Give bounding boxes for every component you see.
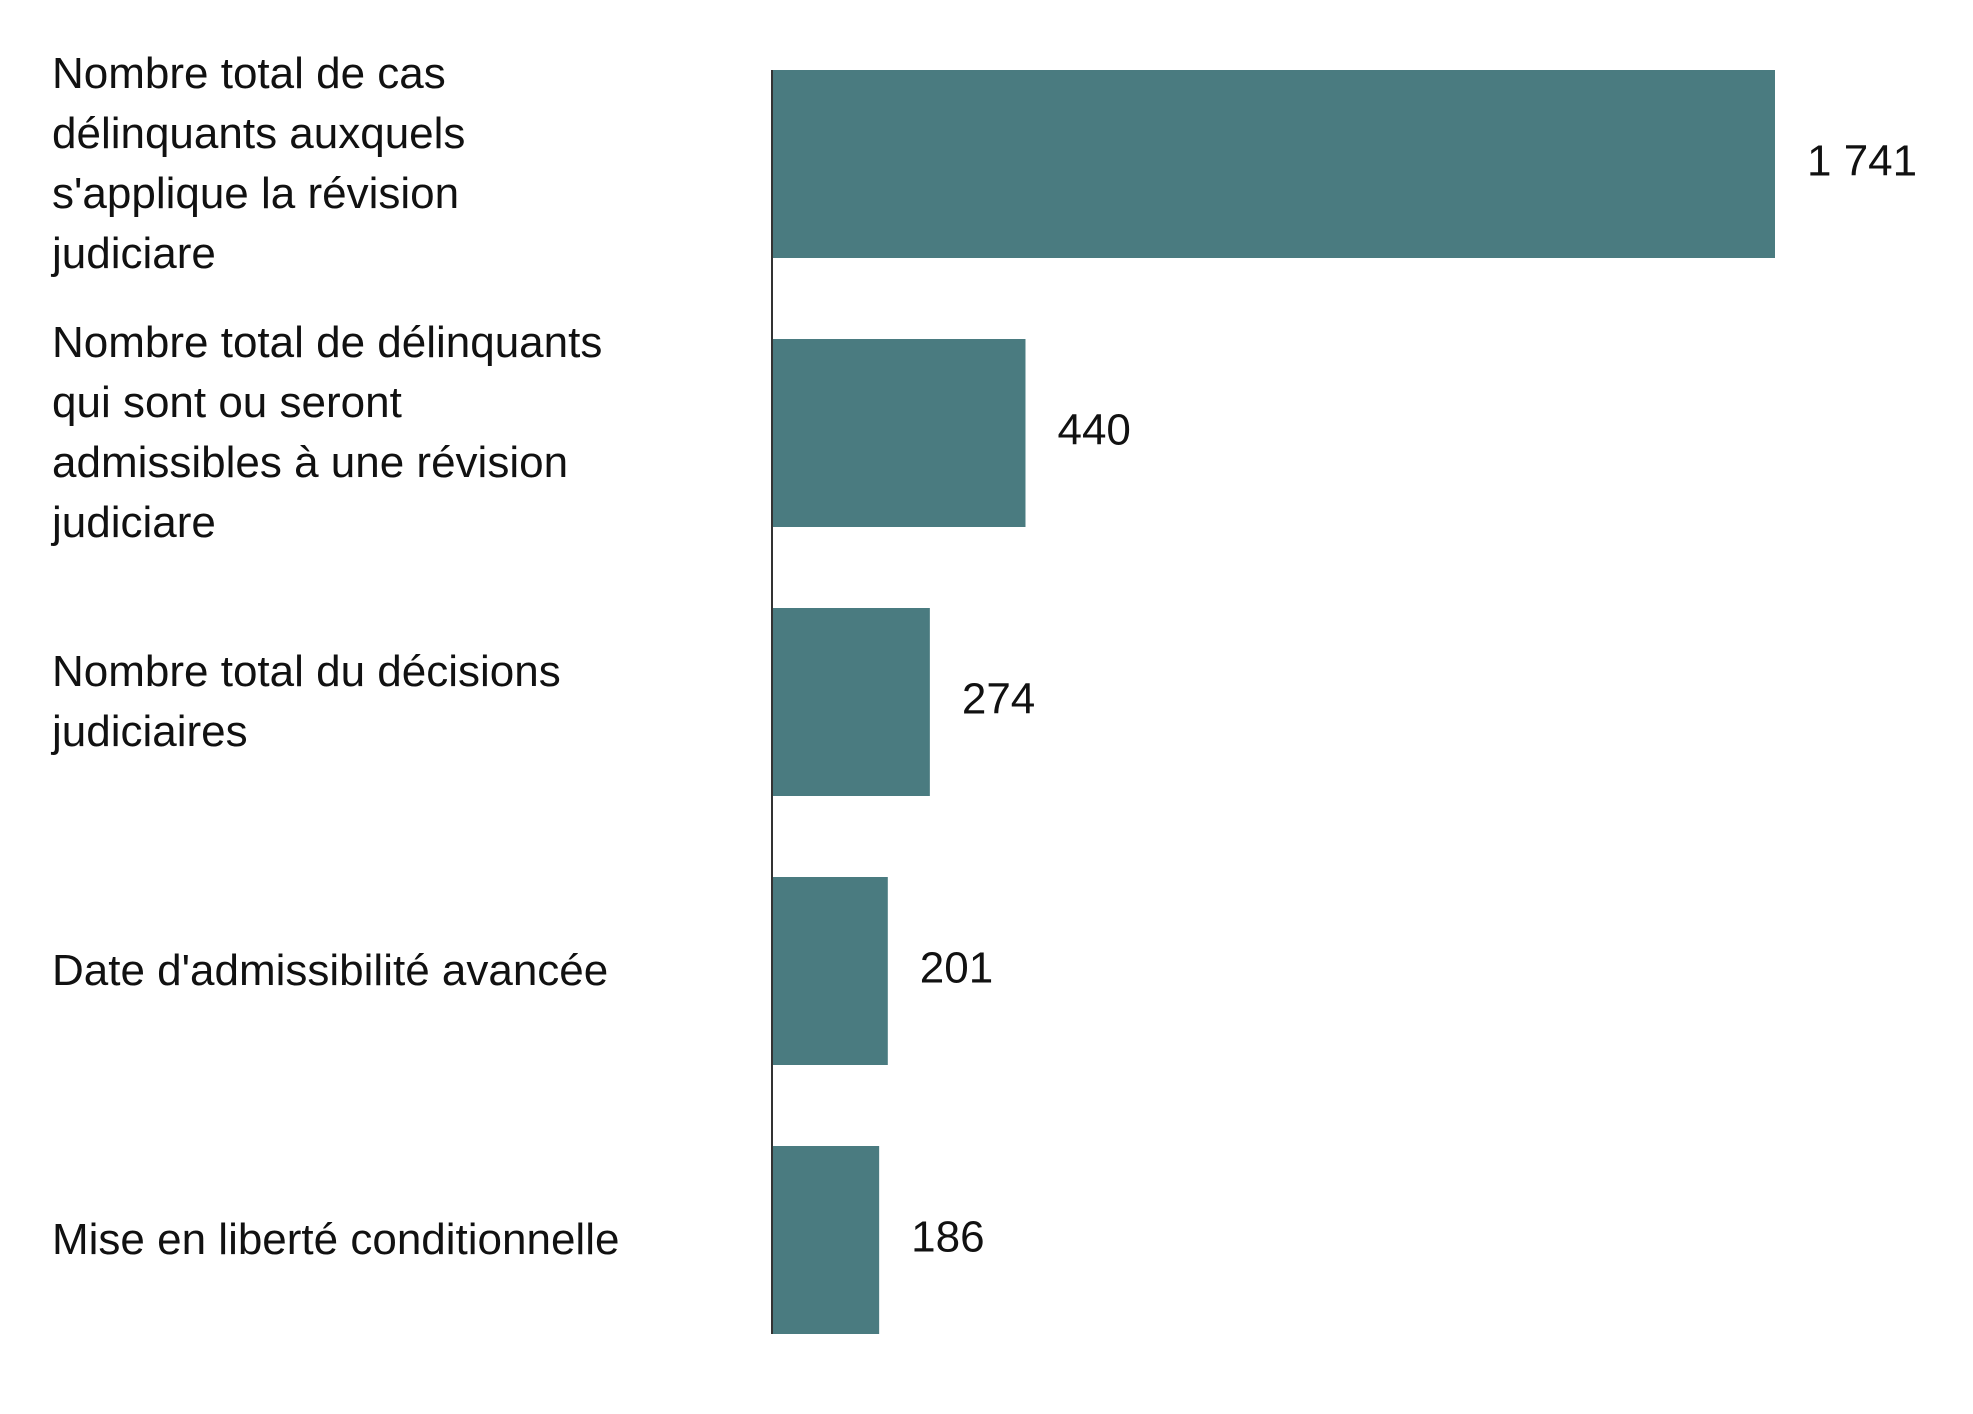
data-label: 201 — [920, 944, 993, 993]
category-label: Nombre total du décisions judiciaires — [52, 647, 561, 756]
category-label: Date d'admissibilité avancée — [52, 946, 609, 995]
bar — [772, 877, 888, 1065]
bar — [772, 70, 1775, 258]
data-label: 440 — [1057, 406, 1130, 455]
category-label: Nombre total de cas délinquants auxquels… — [52, 49, 466, 278]
data-label: 1 741 — [1807, 137, 1917, 186]
data-label: 274 — [962, 675, 1035, 724]
bar — [772, 339, 1026, 527]
category-label: Mise en liberté conditionnelle — [52, 1215, 620, 1264]
category-label: Nombre total de délinquants qui sont ou … — [52, 318, 603, 547]
bar — [772, 1146, 880, 1334]
data-label: 186 — [911, 1213, 984, 1262]
bar — [772, 608, 930, 796]
